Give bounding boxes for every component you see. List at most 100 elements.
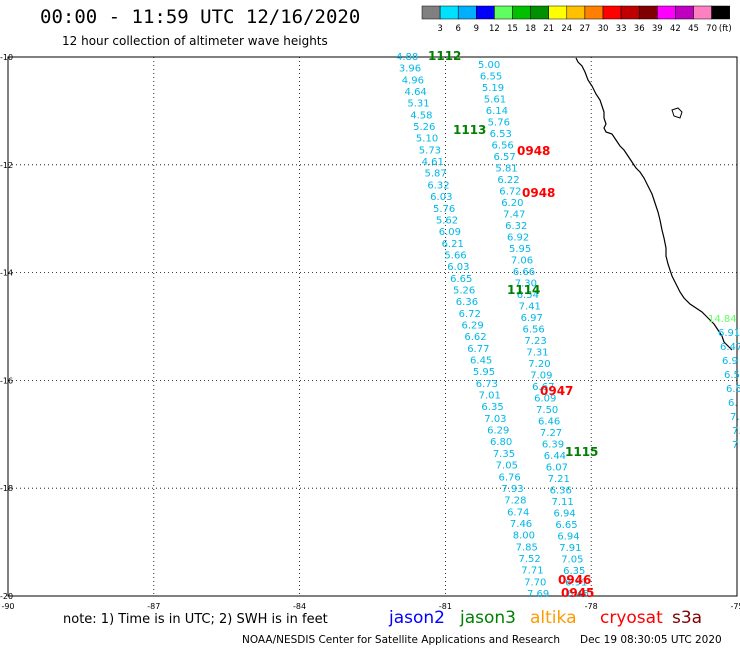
colorbar-label: 3 [437, 24, 442, 34]
colorbar-swatch [638, 5, 658, 20]
lon-tick-label: -75 [730, 602, 740, 611]
swh-value-right-track: 6.56 [492, 141, 514, 152]
swh-value-right-track: 7.50 [536, 405, 558, 416]
pass-time-label: 1113 [453, 123, 486, 137]
swh-value-right-track: 6.66 [513, 267, 535, 278]
swh-value-right-track: 6.44 [544, 451, 566, 462]
colorbar-swatch [602, 5, 622, 20]
pass-time-label: 0948 [517, 144, 550, 158]
swh-value-left-track: 6.32 [427, 180, 449, 191]
colorbar-swatch [476, 5, 495, 20]
swh-value-left-track: 7.46 [510, 519, 532, 530]
swh-value-left-track: 4.88 [396, 52, 418, 63]
swh-value-coastal-track: 6.5 [726, 384, 740, 395]
swh-value-right-track: 7.20 [528, 359, 550, 370]
page-subtitle: 12 hour collection of altimeter wave hei… [62, 34, 328, 48]
colorbar-label: 70 [706, 24, 717, 34]
swh-value-left-track: 7.01 [479, 391, 501, 402]
swh-value-right-track: 5.95 [509, 244, 531, 255]
pass-time-label: 1114 [507, 283, 540, 297]
wave-height-tracks: 4.883.964.964.645.314.585.265.105.734.61… [396, 52, 740, 600]
sat-legend-jason2: jason2 [389, 608, 445, 628]
map-frame [7, 56, 738, 597]
swh-value-left-track: 5.31 [407, 99, 429, 110]
swh-value-right-track: 5.61 [484, 95, 506, 106]
swh-value-left-track: 4.58 [410, 110, 432, 121]
colorbar-swatch [494, 5, 513, 20]
colorbar-label: 21 [543, 24, 554, 34]
swh-value-left-track: 5.95 [473, 367, 495, 378]
swh-value-left-track: 7.05 [496, 461, 518, 472]
swh-value-right-track: 6.09 [534, 394, 556, 405]
lat-tick-label: -20 [0, 592, 13, 601]
swh-value-right-track: 6.92 [507, 233, 529, 244]
swh-value-left-track: 6.35 [481, 402, 503, 413]
swh-value-right-track: 6.56 [523, 325, 545, 336]
colorbar-label: 12 [489, 24, 500, 34]
lon-tick-label: -87 [147, 602, 160, 611]
swh-value-right-track: 7.05 [561, 555, 583, 566]
swh-value-right-track: 6.20 [501, 198, 523, 209]
swh-value-right-track: 7.23 [524, 336, 546, 347]
swh-value-right-track: 6.53 [490, 129, 512, 140]
swh-value-right-track: 6.39 [542, 440, 564, 451]
colorbar-swatch [530, 5, 549, 20]
swh-value-left-track: 3.96 [399, 64, 421, 75]
coastline [575, 57, 733, 351]
swh-value-left-track: 6.03 [447, 262, 469, 273]
swh-value-right-track: 6.94 [553, 509, 575, 520]
swh-value-right-track: 7.11 [552, 497, 574, 508]
swh-value-left-track: 6.29 [462, 321, 484, 332]
swh-value-left-track: 4.96 [402, 75, 424, 86]
swh-value-left-track: 6.72 [459, 309, 481, 320]
swh-value-right-track: 7.31 [526, 348, 548, 359]
swh-value-left-track: 5.26 [453, 285, 475, 296]
swh-value-right-track: 7.21 [548, 474, 570, 485]
lat-tick-label: -16 [0, 376, 13, 385]
swh-value-right-track: 6.54 [517, 290, 539, 301]
swh-value-left-track: 6.76 [499, 472, 521, 483]
colorbar-label: 27 [579, 24, 590, 34]
colorbar-swatch [512, 5, 531, 20]
colorbar-label: 45 [688, 24, 699, 34]
swh-value-left-track: 5.76 [433, 204, 455, 215]
lat-tick-label: -18 [0, 484, 13, 493]
lat-tick-label: -12 [0, 161, 13, 170]
swh-value-left-track: 6.80 [490, 437, 512, 448]
swh-value-left-track: 5.73 [419, 145, 441, 156]
sat-legend-jason3: jason3 [460, 608, 516, 628]
swh-value-right-track: 7.41 [519, 302, 541, 313]
pass-time-label: 0948 [522, 186, 555, 200]
swh-value-right-track: 6.45 [567, 589, 589, 600]
colorbar-label: 30 [598, 24, 609, 34]
swh-value-left-track: 5.87 [424, 169, 446, 180]
swh-value-left-track: 7.28 [504, 496, 526, 507]
swh-value-right-track: 7.06 [511, 256, 533, 267]
pass-time-label: 0945 [561, 586, 594, 600]
swh-value-left-track: 6.73 [476, 379, 498, 390]
swh-value-right-track: 6.57 [493, 152, 515, 163]
swh-value-coastal-track: 6.91 [718, 328, 740, 339]
lat-tick-label: -10 [0, 53, 13, 62]
swh-value-left-track: 7.85 [516, 542, 538, 553]
colorbar-swatch [566, 5, 586, 20]
swh-value-right-track: 7.91 [559, 543, 581, 554]
colorbar-swatch [584, 5, 604, 20]
lat-tick-label: -14 [0, 269, 13, 278]
swh-value-left-track: 6.74 [507, 507, 529, 518]
swh-value-coastal-track: 6.9 [722, 356, 738, 367]
swh-value-coastal-track: 6. [728, 398, 738, 409]
swh-value-right-track: 6.97 [521, 313, 543, 324]
colorbar-label: 39 [652, 24, 663, 34]
sat-legend-s3a: s3a [672, 608, 703, 628]
swh-value-left-track: 6.03 [430, 192, 452, 203]
swh-value-left-track: 7.03 [484, 414, 506, 425]
swh-value-right-track: 7.30 [515, 279, 537, 290]
lon-tick-label: -81 [439, 602, 452, 611]
swh-value-left-track: 7.71 [521, 566, 543, 577]
swh-value-left-track: 6.29 [487, 426, 509, 437]
swh-value-coastal-track: 7. [730, 412, 740, 423]
swh-value-right-track: 6.32 [505, 221, 527, 232]
